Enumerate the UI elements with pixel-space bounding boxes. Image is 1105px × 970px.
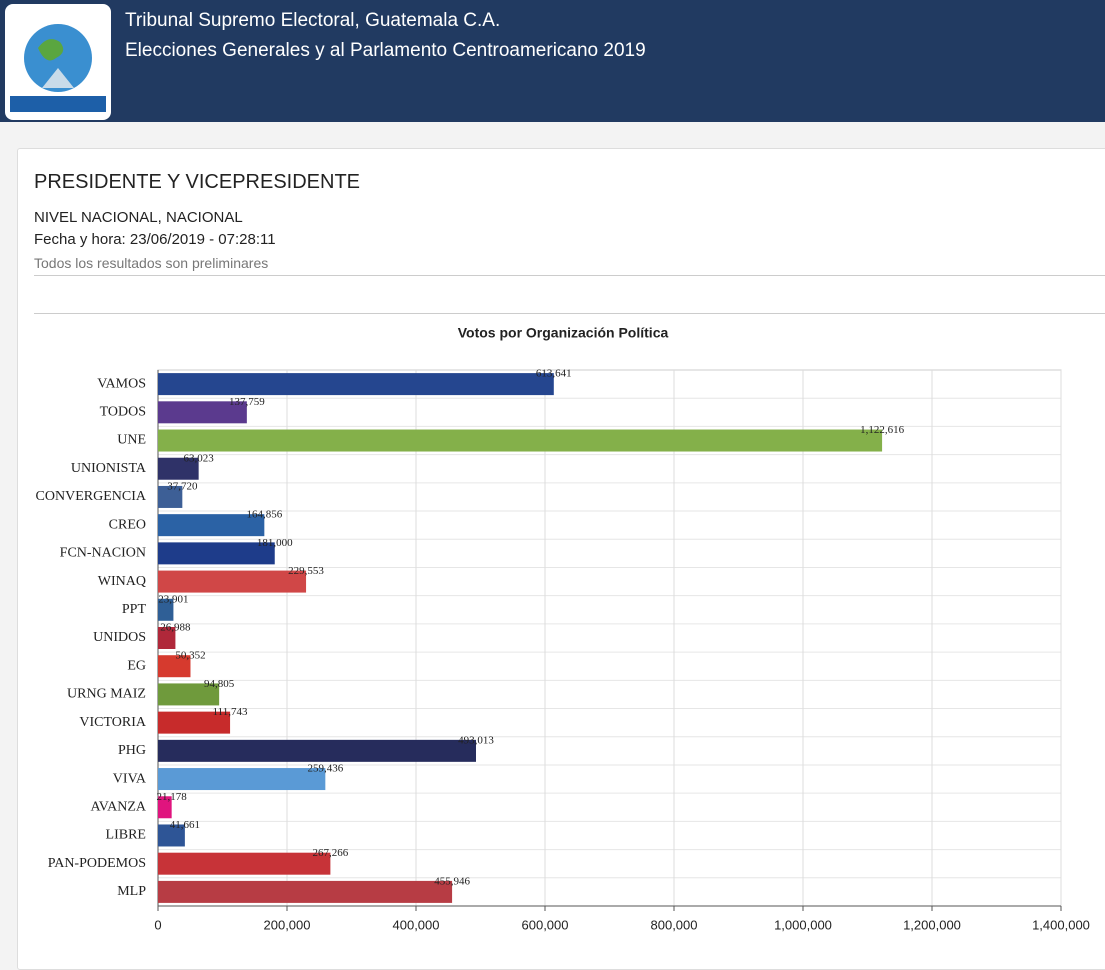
bar: [158, 514, 265, 537]
y-tick-label: PAN-PODEMOS: [48, 856, 146, 871]
bar: [158, 457, 199, 480]
bar: [158, 852, 331, 875]
y-tick-label: EG: [127, 658, 146, 673]
bar: [158, 655, 191, 678]
value-label: 41,661: [170, 819, 200, 831]
value-label: 21,178: [157, 791, 188, 803]
bar: [158, 824, 185, 847]
y-tick-label: VICTORIA: [79, 715, 147, 730]
y-tick-label: WINAQ: [98, 574, 146, 589]
y-tick-label: VIVA: [113, 771, 147, 786]
header-subtitle: Elecciones Generales y al Parlamento Cen…: [125, 40, 646, 61]
value-label: 37,720: [167, 480, 198, 492]
bar: [158, 880, 453, 903]
value-label: 50,352: [175, 650, 205, 662]
y-tick-label: URNG MAIZ: [67, 687, 146, 702]
bar: [158, 373, 554, 396]
y-tick-label: AVANZA: [91, 799, 147, 814]
value-label: 111,743: [213, 706, 248, 718]
divider: [34, 275, 1105, 276]
value-label: 493,013: [458, 734, 494, 746]
plot-area: [157, 369, 1062, 907]
value-label: 229,553: [288, 565, 324, 577]
note: Todos los resultados son preliminares: [34, 255, 269, 271]
y-tick-label: PHG: [118, 743, 146, 758]
bar: [158, 542, 275, 565]
value-label: 267,266: [313, 847, 349, 859]
value-label: 63,023: [184, 452, 215, 464]
bar: [158, 401, 247, 424]
value-label: 164,856: [246, 509, 282, 521]
bar: [158, 598, 174, 621]
x-tick-label: 1,400,000: [1032, 917, 1090, 932]
value-label: 455,946: [434, 875, 470, 887]
bar: [158, 683, 220, 706]
y-tick-label: PPT: [122, 602, 147, 617]
bar: [158, 768, 326, 791]
bar: [158, 570, 307, 593]
bar: [158, 711, 231, 734]
y-tick-label: UNIONISTA: [71, 461, 147, 476]
logo: [5, 4, 111, 120]
bar: [158, 627, 176, 649]
y-tick-label: TODOS: [100, 405, 146, 420]
divider: [34, 313, 1105, 314]
x-tick-label: 0: [154, 917, 161, 932]
y-tick-label: CONVERGENCIA: [36, 489, 147, 504]
y-tick-label: FCN-NACION: [60, 546, 146, 561]
chart-title: Votos por Organización Política: [458, 325, 669, 341]
x-tick-label: 1,000,000: [774, 917, 832, 932]
y-tick-label: UNE: [117, 433, 146, 448]
y-tick-label: MLP: [117, 884, 146, 899]
y-tick-label: CREO: [109, 517, 146, 532]
x-tick-label: 400,000: [393, 917, 440, 932]
x-tick-label: 1,200,000: [903, 917, 961, 932]
header-title: Tribunal Supremo Electoral, Guatemala C.…: [125, 10, 501, 31]
x-tick-label: 600,000: [522, 917, 569, 932]
y-tick-label: UNIDOS: [93, 630, 146, 645]
value-label: 181,000: [257, 537, 293, 549]
bar: [158, 429, 883, 452]
level: NIVEL NACIONAL, NACIONAL: [34, 209, 243, 226]
value-label: 1,122,616: [860, 424, 905, 436]
card-heading: PRESIDENTE Y VICEPRESIDENTE: [34, 171, 361, 193]
y-tick-label: LIBRE: [106, 828, 146, 843]
value-label: 137,759: [229, 396, 265, 408]
value-label: 26,988: [160, 622, 191, 634]
bar: [158, 739, 476, 762]
value-label: 94,805: [204, 678, 235, 690]
header: Tribunal Supremo Electoral, Guatemala C.…: [0, 0, 1105, 122]
y-tick-label: VAMOS: [97, 376, 146, 391]
value-label: 259,436: [307, 763, 343, 775]
x-tick-label: 200,000: [264, 917, 311, 932]
value-label: 613,641: [536, 368, 572, 380]
bar: [158, 485, 183, 508]
bar: [158, 796, 172, 819]
datetime: Fecha y hora: 23/06/2019 - 07:28:11: [34, 231, 276, 248]
x-tick-label: 800,000: [651, 917, 698, 932]
value-label: 23,901: [158, 593, 188, 605]
